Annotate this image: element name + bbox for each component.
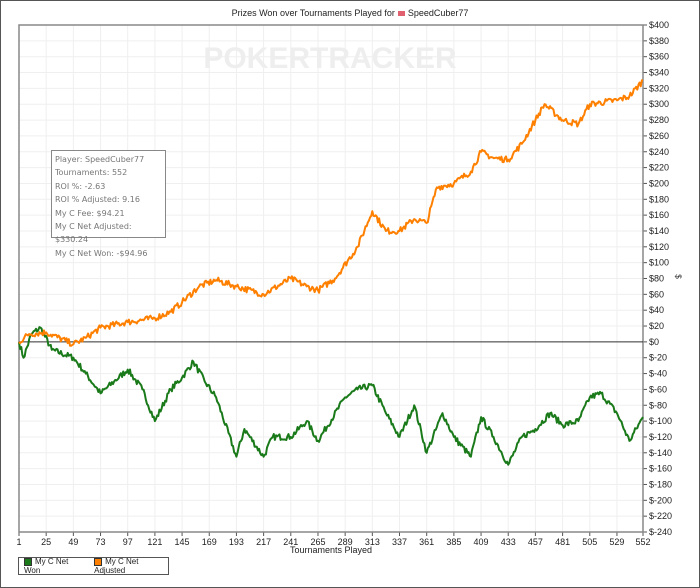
series-line-1 — [18, 79, 644, 347]
y-tick-label: $-160 — [649, 464, 672, 474]
x-tick-label: 433 — [501, 537, 516, 547]
legend-swatch-orange — [94, 557, 103, 566]
tooltip-line: ROI % Adjusted: 9.16 — [55, 195, 140, 205]
y-tick-label: $-100 — [649, 416, 672, 426]
x-tick-label: 337 — [392, 537, 407, 547]
y-tick-label: $-180 — [649, 479, 672, 489]
x-tick-label: 241 — [283, 537, 298, 547]
y-tick-label: $220 — [649, 163, 669, 173]
x-tick-label: 529 — [609, 537, 624, 547]
tooltip-line: ROI %: -2.63 — [55, 181, 106, 191]
y-tick-label: $80 — [649, 274, 664, 284]
y-tick-label: $0 — [649, 337, 659, 347]
chart-title: Prizes Won over Tournaments Played for Sp… — [0, 8, 700, 18]
x-tick-label: 409 — [474, 537, 489, 547]
y-tick-label: $360 — [649, 52, 669, 62]
y-tick-label: $300 — [649, 99, 669, 109]
x-tick-label: 145 — [175, 537, 190, 547]
y-tick-label: $-220 — [649, 511, 672, 521]
y-tick-label: $100 — [649, 258, 669, 268]
x-tick-label: 1 — [16, 537, 21, 547]
player-name: SpeedCuber77 — [407, 8, 469, 18]
tooltip-line: Player: SpeedCuber77 — [55, 155, 145, 164]
y-tick-label: $260 — [649, 131, 669, 141]
y-tick-label: $280 — [649, 115, 669, 125]
y-tick-label: $-240 — [649, 527, 672, 537]
y-tick-label: $40 — [649, 305, 664, 315]
y-tick-label: $140 — [649, 226, 669, 236]
legend-swatch-green — [24, 557, 32, 566]
x-tick-label: 552 — [635, 537, 650, 547]
x-axis-label: Tournaments Played — [289, 545, 373, 555]
x-tick-label: 49 — [68, 537, 78, 547]
y-tick-label: $340 — [649, 68, 669, 78]
tooltip-line: Tournaments: 552 — [55, 168, 128, 178]
plot-border — [18, 24, 644, 533]
x-tick-label: 481 — [555, 537, 570, 547]
y-tick-label: $-120 — [649, 432, 672, 442]
y-tick-label: $20 — [649, 321, 664, 331]
y-tick-label: $-140 — [649, 448, 672, 458]
flag-icon — [397, 11, 405, 17]
y-tick-label: $120 — [649, 242, 669, 252]
legend-item-net-won[interactable]: My C Net Won — [24, 557, 84, 575]
y-axis-label: $ — [673, 274, 683, 279]
y-tick-label: $200 — [649, 178, 669, 188]
y-tick-label: $160 — [649, 210, 669, 220]
y-tick-label: $-40 — [649, 369, 667, 379]
x-tick-label: 457 — [528, 537, 543, 547]
x-tick-label: 217 — [256, 537, 271, 547]
legend: My C Net Won My C Net Adjusted — [18, 557, 169, 575]
tooltip-line: My C Net Won: -$94.96 — [55, 248, 148, 258]
y-tick-label: $240 — [649, 147, 669, 157]
x-tick-label: 361 — [419, 537, 434, 547]
y-tick-label: $380 — [649, 36, 669, 46]
y-tick-label: $-20 — [649, 353, 667, 363]
x-tick-label: 169 — [202, 537, 217, 547]
y-tick-label: $-60 — [649, 384, 667, 394]
x-tick-label: 25 — [41, 537, 51, 547]
x-tick-label: 505 — [582, 537, 597, 547]
x-tick-label: 193 — [229, 537, 244, 547]
x-tick-label: 289 — [338, 537, 353, 547]
x-tick-label: 265 — [310, 537, 325, 547]
y-tick-label: $320 — [649, 83, 669, 93]
y-tick-label: $-200 — [649, 495, 672, 505]
legend-item-net-adjusted[interactable]: My C Net Adjusted — [94, 557, 168, 575]
title-text: Prizes Won over Tournaments Played for — [231, 8, 395, 18]
series-line-0 — [18, 326, 644, 466]
x-tick-label: 313 — [365, 537, 380, 547]
legend-label: My C Net Won — [24, 557, 69, 575]
legend-label: My C Net Adjusted — [94, 557, 139, 575]
x-tick-label: 121 — [147, 537, 162, 547]
y-tick-label: $180 — [649, 194, 669, 204]
x-tick-label: 73 — [96, 537, 106, 547]
y-tick-label: $400 — [649, 20, 669, 30]
stats-tooltip: Player: SpeedCuber77 Tournaments: 552 ROI … — [51, 150, 166, 258]
watermark: POKERTRACKER — [203, 42, 457, 75]
y-tick-label: $60 — [649, 289, 664, 299]
x-tick-label: 97 — [123, 537, 133, 547]
tooltip-line: My C Fee: $94.21 — [55, 208, 125, 218]
x-tick-label: 385 — [446, 537, 461, 547]
tooltip-line: My C Net Adjusted: $330.24 — [55, 222, 132, 245]
y-tick-label: $-80 — [649, 400, 667, 410]
